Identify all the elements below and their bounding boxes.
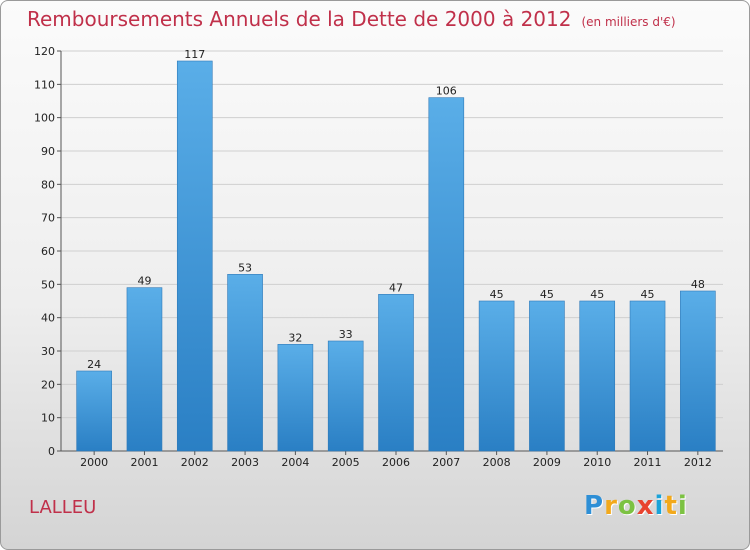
x-tick-label: 2012 <box>684 456 712 469</box>
x-tick-label: 2005 <box>332 456 360 469</box>
logo-letter: i <box>654 491 665 521</box>
logo-letter: o <box>617 491 637 521</box>
x-tick-label: 2006 <box>382 456 410 469</box>
logo-letter: t <box>664 491 678 521</box>
y-tick-label: 40 <box>41 312 55 325</box>
bar <box>579 300 616 452</box>
data-label: 24 <box>87 358 101 371</box>
x-tick-label: 2001 <box>130 456 158 469</box>
x-tick-label: 2008 <box>483 456 511 469</box>
labels: 0 10 20 30 40 50 60 70 80 90 100 110 120 24 2000 49 2001… <box>34 45 712 469</box>
chart-title: Remboursements Annuels de la Dette de 20… <box>27 7 676 31</box>
x-tick-label: 2011 <box>634 456 662 469</box>
data-label: 45 <box>540 288 554 301</box>
y-tick-label: 10 <box>41 412 55 425</box>
x-tick-label: 2002 <box>181 456 209 469</box>
bar <box>176 60 213 452</box>
data-label: 47 <box>389 281 403 294</box>
y-tick-label: 0 <box>48 445 55 458</box>
x-tick-label: 2010 <box>583 456 611 469</box>
y-tick-label: 110 <box>34 78 55 91</box>
data-label: 49 <box>137 275 151 288</box>
data-label: 48 <box>691 278 705 291</box>
y-tick-label: 120 <box>34 45 55 58</box>
data-label: 45 <box>590 288 604 301</box>
proxiti-logo: Proxiti <box>584 491 688 521</box>
y-tick-label: 20 <box>41 378 55 391</box>
data-label: 106 <box>436 85 457 98</box>
y-tick-label: 60 <box>41 245 55 258</box>
data-label: 45 <box>641 288 655 301</box>
logo-letter: r <box>604 491 618 521</box>
data-label: 45 <box>490 288 504 301</box>
bar <box>327 340 364 452</box>
bar <box>478 300 515 452</box>
commune-name: LALLEU <box>29 497 97 518</box>
y-tick-label: 90 <box>41 145 55 158</box>
bar <box>76 370 112 452</box>
bar <box>227 274 263 452</box>
bar <box>277 344 314 452</box>
x-tick-label: 2004 <box>281 456 309 469</box>
bar <box>428 97 465 452</box>
y-tick-label: 70 <box>41 212 55 225</box>
chart-title-text: Remboursements Annuels de la Dette de 20… <box>27 7 572 31</box>
bar <box>126 287 163 452</box>
y-tick-label: 80 <box>41 178 55 191</box>
data-label: 32 <box>288 331 302 344</box>
y-tick-label: 50 <box>41 278 55 291</box>
bar <box>529 300 565 452</box>
x-tick-label: 2007 <box>432 456 460 469</box>
y-tick-label: 100 <box>34 112 55 125</box>
x-tick-label: 2000 <box>80 456 108 469</box>
x-tick-label: 2009 <box>533 456 561 469</box>
bar <box>629 300 666 452</box>
logo-letter: P <box>584 491 605 521</box>
bar <box>378 294 414 452</box>
logo-letter: i <box>677 491 688 521</box>
data-label: 117 <box>184 48 205 61</box>
logo-letter: x <box>636 491 655 521</box>
data-label: 53 <box>238 261 252 274</box>
data-label: 33 <box>339 328 353 341</box>
y-tick-label: 30 <box>41 345 55 358</box>
bar <box>680 290 716 452</box>
bars <box>76 60 716 452</box>
chart-unit: (en milliers d'€) <box>581 15 676 29</box>
x-tick-label: 2003 <box>231 456 259 469</box>
